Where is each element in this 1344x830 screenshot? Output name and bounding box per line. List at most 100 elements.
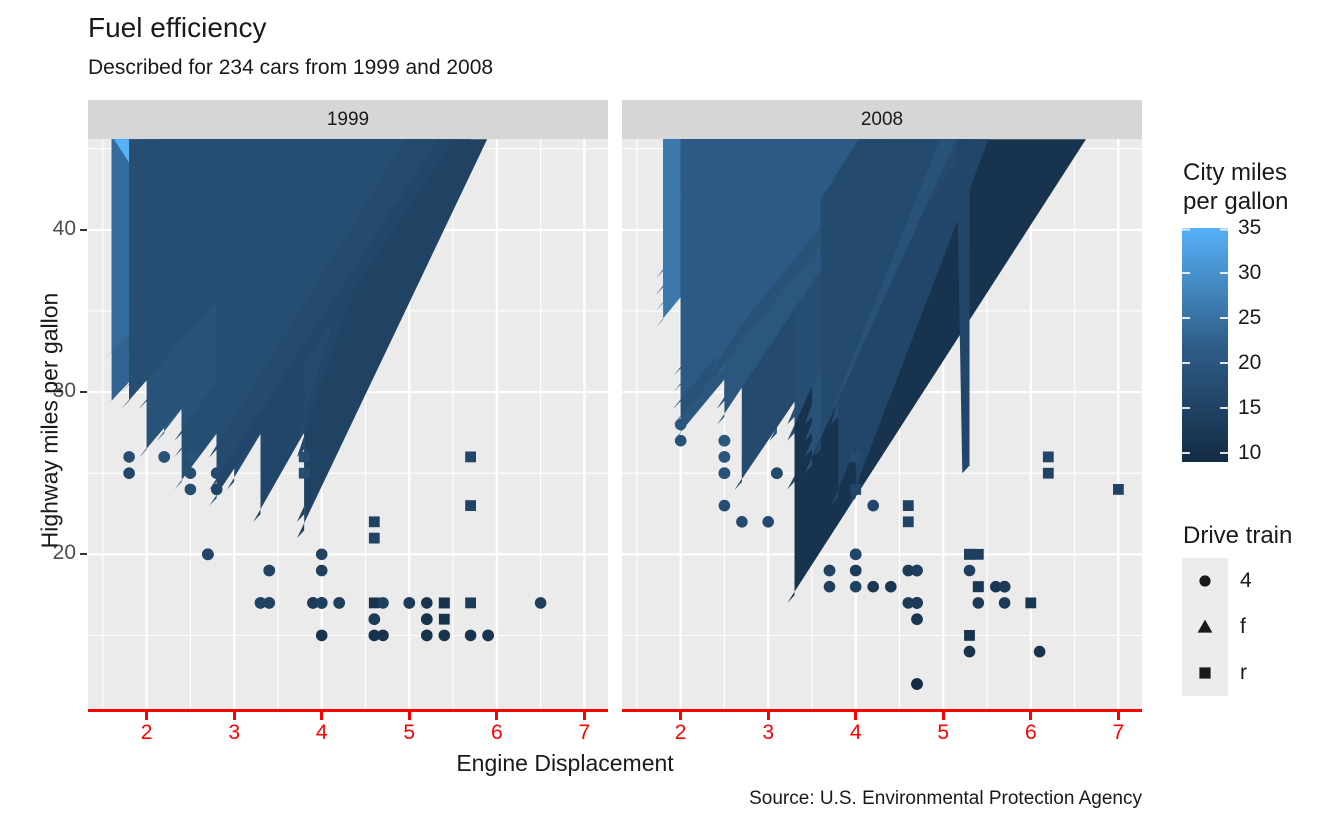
data-point <box>718 451 731 463</box>
facet-strip-1999: 1999 <box>88 100 608 139</box>
data-point <box>298 467 310 479</box>
colorbar-tick-label: 15 <box>1238 396 1262 419</box>
chart-subtitle: Described for 234 cars from 1999 and 200… <box>88 56 494 79</box>
data-point <box>762 516 774 528</box>
data-point <box>263 597 275 609</box>
data-point <box>465 451 476 463</box>
x-tick-label: 7 <box>578 721 591 744</box>
y-axis-tick <box>80 228 87 231</box>
data-point <box>972 548 984 560</box>
data-point <box>1033 645 1046 658</box>
data-point <box>368 613 381 625</box>
data-point <box>421 613 433 625</box>
data-point <box>368 629 381 642</box>
data-point <box>315 548 328 561</box>
shape-legend-label-4: 4 <box>1240 569 1252 592</box>
data-point <box>482 629 494 642</box>
data-point <box>184 451 197 463</box>
facet-strip-2008: 2008 <box>622 100 1142 139</box>
x-tick-label: 4 <box>315 721 328 744</box>
y-tick-label: 20 <box>52 541 76 565</box>
caption: Source: U.S. Environmental Protection Ag… <box>749 788 1142 809</box>
data-point <box>718 499 731 512</box>
colorbar-tick-label: 30 <box>1238 261 1262 284</box>
facet-panel-2008 <box>622 139 1142 710</box>
data-point <box>998 597 1011 609</box>
shape-legend-key-f <box>1182 604 1228 650</box>
color-legend-title: City miles per gallon <box>1183 158 1288 216</box>
data-point <box>771 467 783 480</box>
data-point <box>964 548 975 560</box>
x-tick-label: 7 <box>1112 721 1125 744</box>
x-axis-tick <box>582 712 586 720</box>
x-axis-tick <box>1029 712 1033 720</box>
shape-legend-label-r: r <box>1240 661 1247 684</box>
data-point <box>315 597 328 609</box>
data-point <box>708 139 859 376</box>
data-point <box>823 580 836 593</box>
data-point <box>964 630 975 641</box>
circle-glyph-icon <box>1199 575 1211 587</box>
data-point <box>867 580 879 593</box>
data-point <box>307 597 319 609</box>
x-axis-tick <box>232 712 236 720</box>
triangle-glyph-icon <box>1197 619 1213 633</box>
data-point <box>885 580 897 593</box>
x-axis-tick <box>145 712 149 720</box>
x-axis-tick <box>407 712 411 720</box>
x-axis-line-left <box>88 709 608 712</box>
x-axis-tick <box>854 712 858 720</box>
color-legend-title-line1: City miles <box>1183 159 1288 186</box>
data-point <box>902 597 915 609</box>
x-axis-tick <box>941 712 945 720</box>
x-tick-label: 4 <box>849 721 862 744</box>
x-axis-tick <box>679 712 683 720</box>
facet-panel-1999 <box>88 139 608 710</box>
data-point <box>902 516 914 528</box>
x-tick-label: 3 <box>762 721 775 744</box>
data-point <box>718 467 731 480</box>
square-glyph-icon <box>1199 667 1211 679</box>
data-point <box>911 678 923 690</box>
data-point <box>465 597 476 609</box>
data-point <box>718 434 731 447</box>
data-point <box>377 597 389 609</box>
data-point <box>813 139 940 457</box>
data-point <box>849 564 862 577</box>
data-point <box>377 629 389 642</box>
data-point <box>1113 484 1124 495</box>
x-tick-label: 6 <box>490 721 503 744</box>
data-point <box>849 548 862 561</box>
data-point <box>849 580 862 593</box>
x-tick-label: 2 <box>674 721 687 744</box>
data-point <box>1042 451 1054 463</box>
data-point <box>315 629 328 642</box>
data-point <box>315 564 328 577</box>
data-point <box>736 516 748 528</box>
shape-legend-key-r <box>1182 650 1228 696</box>
data-point <box>998 580 1011 593</box>
data-point <box>158 451 170 463</box>
data-point <box>465 500 476 511</box>
data-point <box>421 597 433 609</box>
data-point <box>850 484 862 495</box>
x-tick-label: 2 <box>140 721 153 744</box>
data-point <box>123 451 135 463</box>
y-axis-tick <box>80 553 87 556</box>
data-point <box>368 532 380 544</box>
data-point <box>956 139 970 474</box>
data-point <box>990 580 1002 593</box>
y-axis-tick <box>80 391 87 394</box>
x-axis-tick <box>1116 712 1120 720</box>
data-point <box>963 645 976 658</box>
shape-legend-title: Drive train <box>1183 522 1293 549</box>
x-axis-title: Engine Displacement <box>456 750 674 776</box>
data-point <box>911 597 923 609</box>
data-point <box>902 500 914 511</box>
data-point <box>850 451 862 463</box>
facet-plot-area <box>622 139 1142 710</box>
x-axis-line-right <box>622 709 1142 712</box>
data-point <box>972 597 985 609</box>
colorbar <box>1182 228 1228 462</box>
data-point <box>911 613 923 625</box>
